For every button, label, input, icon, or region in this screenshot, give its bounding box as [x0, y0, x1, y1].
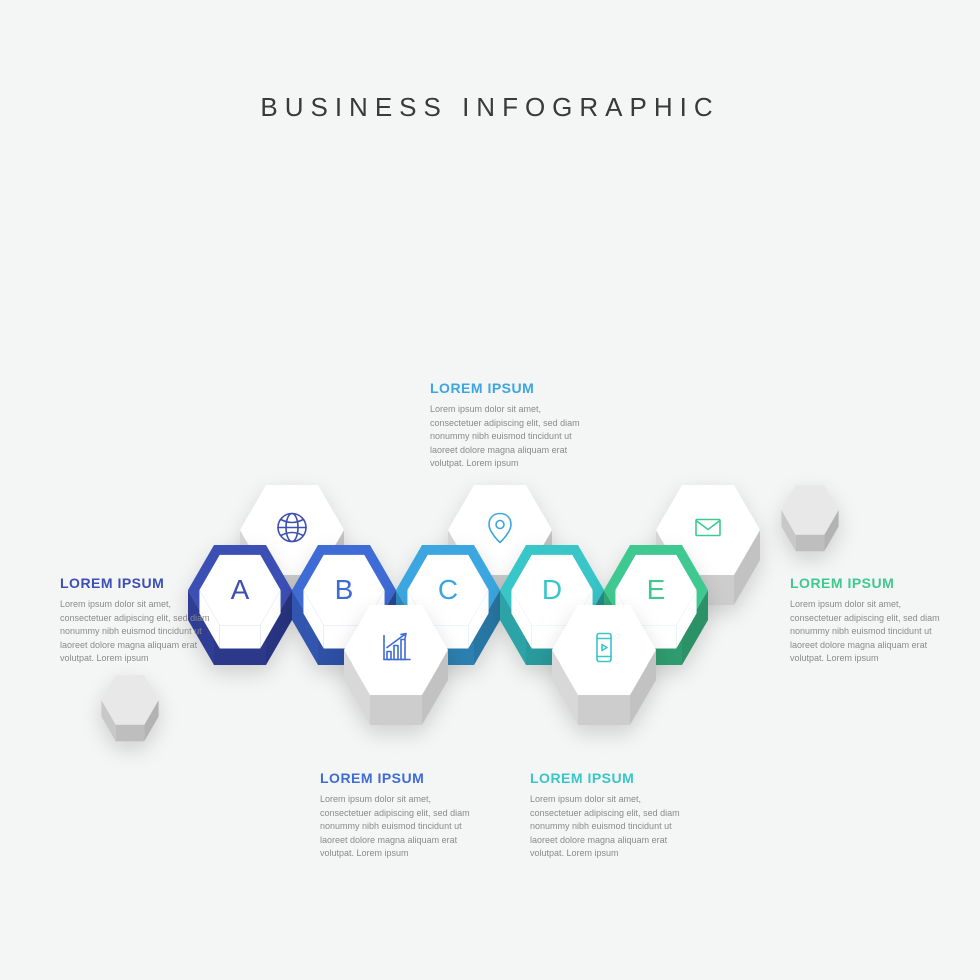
step-letter-A: A: [231, 574, 250, 606]
text-block-d: LOREM IPSUM Lorem ipsum dolor sit amet, c…: [530, 770, 695, 861]
step-letter-C: C: [438, 574, 458, 606]
text-block-a: LOREM IPSUM Lorem ipsum dolor sit amet, c…: [60, 575, 225, 666]
text-heading: LOREM IPSUM: [790, 575, 955, 591]
text-body: Lorem ipsum dolor sit amet, consectetuer…: [430, 403, 595, 471]
text-body: Lorem ipsum dolor sit amet, consectetuer…: [530, 793, 695, 861]
text-block-e: LOREM IPSUM Lorem ipsum dolor sit amet, c…: [790, 575, 955, 666]
step-letter-E: E: [647, 574, 666, 606]
mail-icon: [688, 508, 728, 553]
mobile-icon: [584, 628, 624, 673]
chart-icon: [376, 628, 416, 673]
text-block-c: LOREM IPSUM Lorem ipsum dolor sit amet, c…: [430, 380, 595, 471]
globe-icon: [272, 508, 312, 553]
step-letter-B: B: [335, 574, 354, 606]
text-body: Lorem ipsum dolor sit amet, consectetuer…: [320, 793, 485, 861]
text-heading: LOREM IPSUM: [60, 575, 225, 591]
text-heading: LOREM IPSUM: [320, 770, 485, 786]
step-letter-D: D: [542, 574, 562, 606]
text-heading: LOREM IPSUM: [430, 380, 595, 396]
infographic-stage: A B C D E LOREM IPSUM Lorem ipsum dolor sit am…: [0, 0, 980, 980]
text-body: Lorem ipsum dolor sit amet, consectetuer…: [790, 598, 955, 666]
text-heading: LOREM IPSUM: [530, 770, 695, 786]
text-body: Lorem ipsum dolor sit amet, consectetuer…: [60, 598, 225, 666]
pin-icon: [480, 508, 520, 553]
text-block-b: LOREM IPSUM Lorem ipsum dolor sit amet, c…: [320, 770, 485, 861]
